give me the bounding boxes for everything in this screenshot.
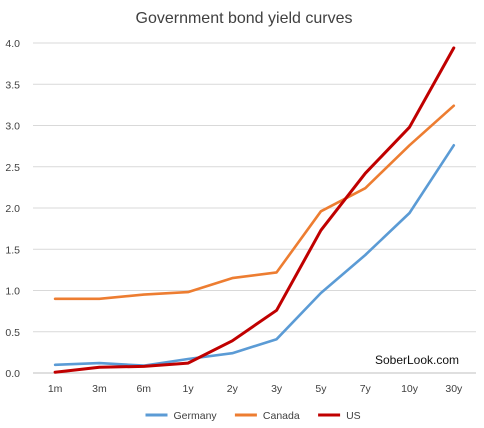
y-axis: 0.0 0.5 1.0 1.5 2.0 2.5 3.0 3.5 4.0 (5, 38, 20, 380)
legend-label: Germany (174, 410, 218, 422)
legend-item-germany: Germany (145, 410, 218, 422)
watermark-text: SoberLook.com (375, 353, 459, 367)
y-tick-label: 3.0 (5, 121, 20, 133)
x-tick-label: 2y (227, 383, 239, 395)
legend: Germany Canada US (145, 410, 361, 422)
y-tick-label: 3.5 (5, 79, 20, 91)
y-tick-label: 4.0 (5, 38, 20, 50)
x-tick-label: 1y (183, 383, 195, 395)
x-tick-label: 7y (360, 383, 372, 395)
legend-item-us: US (318, 410, 361, 422)
y-tick-label: 0.5 (5, 327, 20, 339)
y-tick-label: 0.0 (5, 368, 20, 380)
x-tick-label: 1m (48, 383, 63, 395)
series-line-germany (53, 144, 456, 367)
x-tick-label: 6m (136, 383, 151, 395)
y-tick-label: 2.5 (5, 162, 20, 174)
y-tick-label: 1.0 (5, 286, 20, 298)
series-line-canada (53, 104, 456, 301)
x-tick-label: 3m (92, 383, 107, 395)
gridlines (33, 42, 476, 333)
x-tick-label: 10y (401, 383, 419, 395)
legend-item-canada: Canada (234, 410, 300, 422)
chart-title: Government bond yield curves (136, 10, 353, 27)
series-line-us (53, 46, 456, 374)
series-lines (53, 46, 456, 374)
legend-label: Canada (263, 410, 300, 422)
x-tick-label: 5y (315, 383, 327, 395)
x-axis: 1m 3m 6m 1y 2y 3y 5y 7y 10y 30y (33, 372, 476, 395)
legend-label: US (346, 410, 361, 422)
y-tick-label: 2.0 (5, 203, 20, 215)
x-tick-label: 3y (271, 383, 283, 395)
y-tick-label: 1.5 (5, 244, 20, 256)
x-tick-label: 30y (445, 383, 463, 395)
